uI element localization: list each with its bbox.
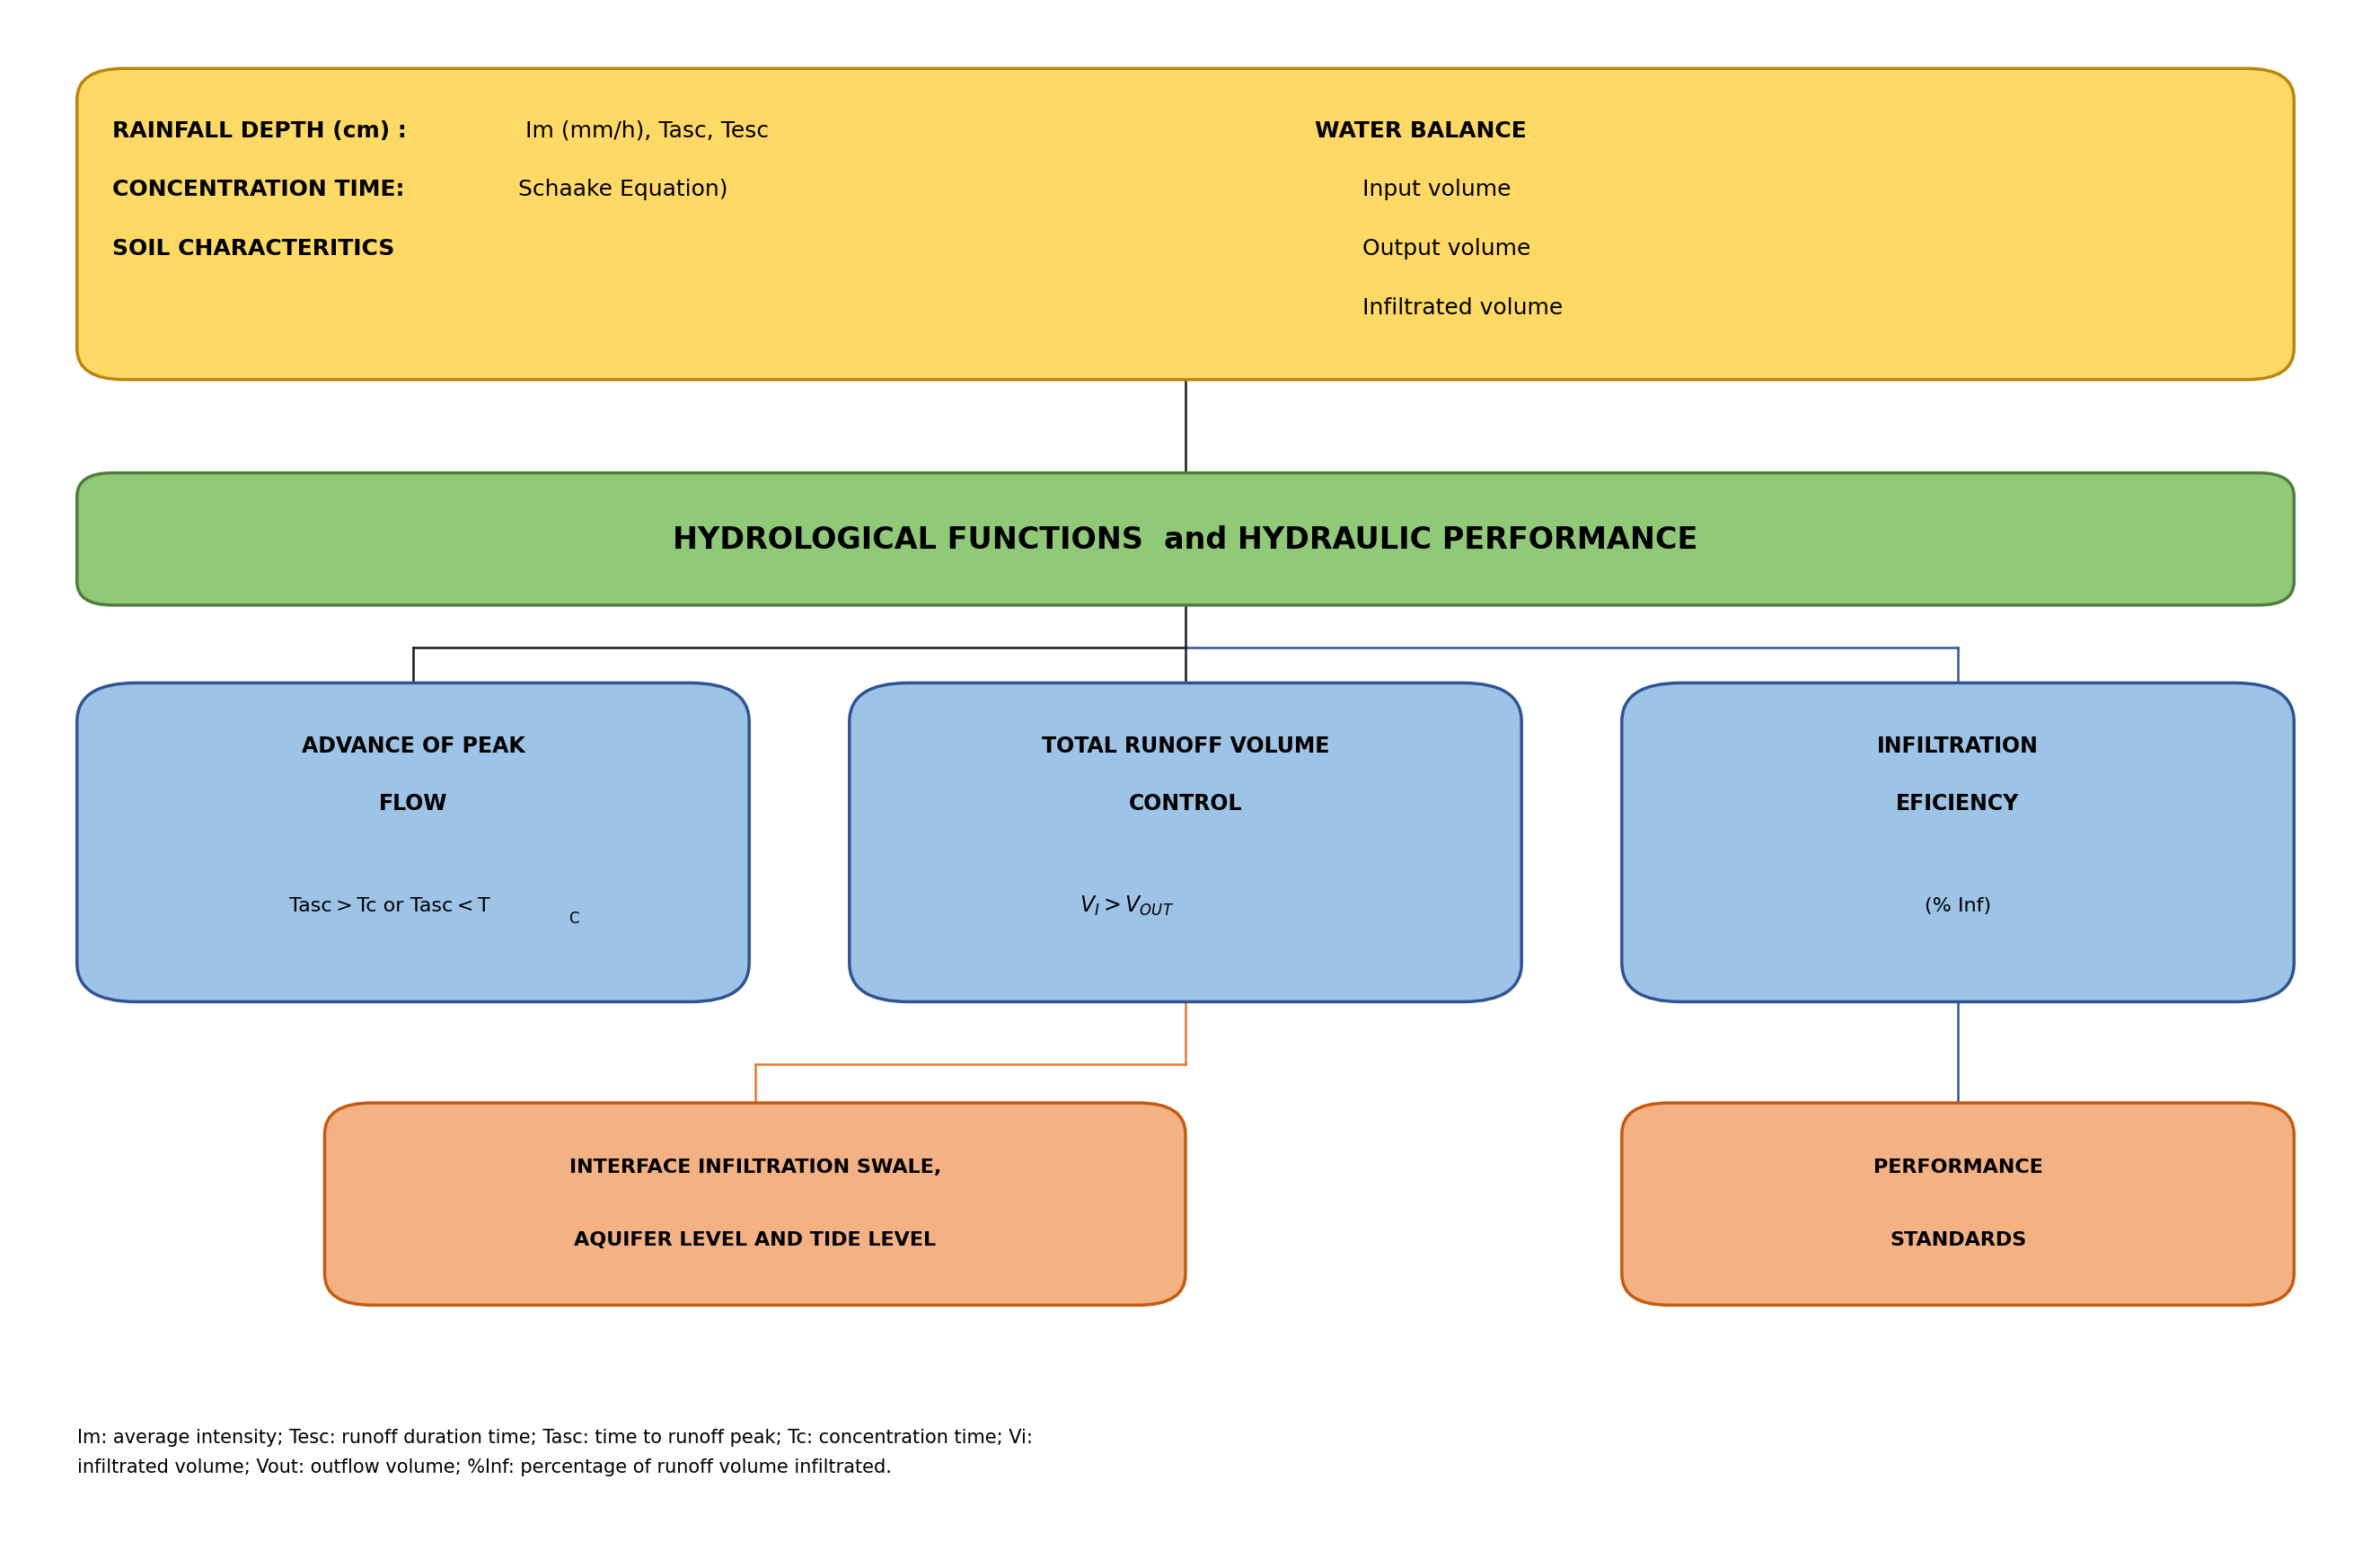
Text: Output volume: Output volume	[1363, 238, 1532, 260]
FancyBboxPatch shape	[76, 474, 2295, 605]
Text: WATER BALANCE: WATER BALANCE	[1316, 119, 1527, 141]
Text: AQUIFER LEVEL AND TIDE LEVEL: AQUIFER LEVEL AND TIDE LEVEL	[574, 1231, 937, 1250]
FancyBboxPatch shape	[1622, 1102, 2295, 1305]
Text: PERFORMANCE: PERFORMANCE	[1873, 1159, 2044, 1176]
Text: CONTROL: CONTROL	[1129, 793, 1242, 815]
Text: FLOW: FLOW	[379, 793, 448, 815]
Text: $V_I > V_{OUT}$: $V_I > V_{OUT}$	[1079, 894, 1174, 917]
FancyBboxPatch shape	[76, 69, 2295, 379]
FancyBboxPatch shape	[325, 1102, 1186, 1305]
Text: Im (mm/h), Tasc, Tesc: Im (mm/h), Tasc, Tesc	[524, 119, 768, 141]
Text: TOTAL RUNOFF VOLUME: TOTAL RUNOFF VOLUME	[1041, 735, 1330, 757]
Text: STANDARDS: STANDARDS	[1890, 1231, 2027, 1250]
Text: Schaake Equation): Schaake Equation)	[517, 179, 728, 201]
Text: SOIL CHARACTERITICS: SOIL CHARACTERITICS	[111, 238, 394, 260]
Text: CONCENTRATION TIME:: CONCENTRATION TIME:	[111, 179, 413, 201]
Text: Input volume: Input volume	[1363, 179, 1510, 201]
FancyBboxPatch shape	[849, 684, 1522, 1002]
FancyBboxPatch shape	[1622, 684, 2295, 1002]
Text: RAINFALL DEPTH (cm) :: RAINFALL DEPTH (cm) :	[111, 119, 408, 141]
FancyBboxPatch shape	[76, 684, 749, 1002]
Text: EFICIENCY: EFICIENCY	[1897, 793, 2020, 815]
Text: Tasc > Tc or Tasc < T: Tasc > Tc or Tasc < T	[289, 897, 491, 916]
Text: INTERFACE INFILTRATION SWALE,: INTERFACE INFILTRATION SWALE,	[569, 1159, 941, 1176]
Text: C: C	[569, 911, 579, 927]
Text: INFILTRATION: INFILTRATION	[1878, 735, 2039, 757]
Text: (% Inf): (% Inf)	[1925, 897, 1992, 916]
Text: ADVANCE OF PEAK: ADVANCE OF PEAK	[301, 735, 524, 757]
Text: Im: average intensity; Tesc: runoff duration time; Tasc: time to runoff peak; Tc: Im: average intensity; Tesc: runoff dura…	[76, 1428, 1031, 1477]
Text: Infiltrated volume: Infiltrated volume	[1363, 298, 1562, 318]
Text: HYDROLOGICAL FUNCTIONS  and HYDRAULIC PERFORMANCE: HYDROLOGICAL FUNCTIONS and HYDRAULIC PER…	[673, 525, 1698, 555]
